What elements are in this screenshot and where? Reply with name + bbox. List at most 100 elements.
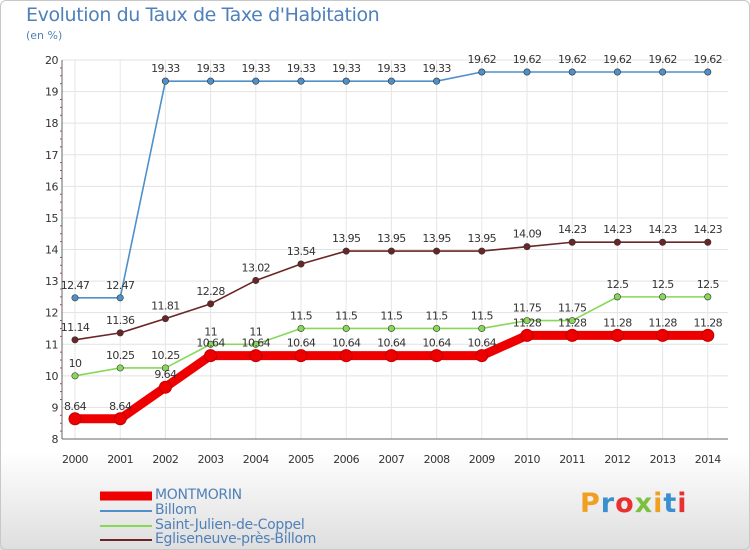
data-label: 11.28 [558, 316, 587, 329]
logo-letter: r [600, 488, 616, 519]
data-label: 10.64 [287, 337, 316, 350]
series-point [116, 294, 124, 302]
data-label: 11.28 [648, 316, 677, 329]
data-label: 11.75 [513, 302, 542, 315]
x-tick-label: 2000 [62, 453, 88, 466]
data-label: 11.36 [106, 314, 135, 327]
data-label: 11.14 [61, 321, 90, 334]
series-point [207, 340, 215, 348]
data-label: 19.62 [558, 53, 587, 66]
series-point [297, 260, 305, 268]
series-point [294, 349, 308, 363]
legend-label: Billom [155, 502, 197, 518]
data-label: 19.33 [287, 62, 316, 75]
data-label: 10.64 [422, 337, 451, 350]
data-label: 19.62 [648, 53, 677, 66]
series-point [704, 238, 712, 246]
y-tick-label: 13 [45, 275, 58, 288]
series-point [433, 247, 441, 255]
series-point [478, 68, 486, 76]
data-label: 10.25 [151, 349, 180, 362]
series-point [568, 317, 576, 325]
series-point [568, 68, 576, 76]
data-label: 10.64 [468, 337, 497, 350]
data-label: 19.33 [422, 62, 451, 75]
series-point [252, 276, 260, 284]
data-label: 12.28 [196, 285, 225, 298]
chart-title: Evolution du Taux de Taxe d'Habitation [26, 4, 380, 26]
x-tick-label: 2013 [650, 453, 676, 466]
data-label: 10.64 [196, 337, 225, 350]
data-label: 12.5 [697, 278, 720, 291]
data-label: 19.62 [468, 53, 497, 66]
x-tick-label: 2007 [378, 453, 404, 466]
series-point [161, 315, 169, 323]
series-point [433, 324, 441, 332]
series-point [387, 77, 395, 85]
data-label: 12.47 [106, 279, 135, 292]
x-tick-label: 2011 [559, 453, 585, 466]
series-point [71, 294, 79, 302]
data-label: 19.33 [332, 62, 361, 75]
y-tick-label: 8 [52, 433, 59, 446]
data-label: 10.25 [106, 349, 135, 362]
series-point [204, 349, 218, 363]
data-label: 11.5 [471, 309, 494, 322]
y-tick-label: 18 [45, 117, 58, 130]
series-point [207, 300, 215, 308]
series-point [68, 412, 82, 426]
data-label: 10.64 [242, 337, 271, 350]
y-tick-label: 12 [45, 307, 58, 320]
y-tick-label: 14 [45, 244, 58, 257]
series-point [478, 324, 486, 332]
series-point [161, 364, 169, 372]
logo-letter: i [677, 488, 688, 519]
x-tick-label: 2012 [604, 453, 630, 466]
series-point [704, 293, 712, 301]
y-tick-label: 10 [45, 370, 58, 383]
data-label: 11 [249, 325, 262, 338]
data-label: 11.5 [380, 309, 403, 322]
logo-letter: x [634, 488, 654, 519]
y-tick-label: 11 [45, 338, 58, 351]
data-label: 11.28 [694, 316, 723, 329]
legend-label: Egliseneuve-près-Billom [155, 531, 317, 547]
data-label: 19.62 [603, 53, 632, 66]
data-label: 13.95 [377, 232, 406, 245]
series-point [475, 349, 489, 363]
series-point [116, 364, 124, 372]
series-point [659, 293, 667, 301]
logo-letter: t [663, 488, 678, 519]
series-point [387, 247, 395, 255]
data-label: 14.23 [603, 223, 632, 236]
series-point [523, 68, 531, 76]
series-point [659, 68, 667, 76]
data-label: 19.33 [151, 62, 180, 75]
data-label: 19.33 [196, 62, 225, 75]
series-point [433, 77, 441, 85]
data-label: 12.5 [606, 278, 629, 291]
data-label: 14.23 [648, 223, 677, 236]
data-label: 14.23 [558, 223, 587, 236]
data-label: 12.47 [61, 279, 90, 292]
data-label: 8.64 [64, 400, 87, 413]
y-tick-label: 16 [45, 180, 58, 193]
series-point [297, 77, 305, 85]
data-label: 19.33 [377, 62, 406, 75]
y-tick-label: 9 [52, 401, 59, 414]
data-label: 10.64 [332, 337, 361, 350]
data-label: 19.62 [694, 53, 723, 66]
data-label: 13.54 [287, 245, 316, 258]
series-point [613, 238, 621, 246]
data-label: 11.5 [426, 309, 449, 322]
data-label: 12.5 [652, 278, 675, 291]
series-point [342, 247, 350, 255]
series-point [656, 328, 670, 342]
series-point [384, 349, 398, 363]
series-point [252, 77, 260, 85]
x-tick-label: 2010 [514, 453, 540, 466]
series-point [71, 372, 79, 380]
series-point [252, 340, 260, 348]
